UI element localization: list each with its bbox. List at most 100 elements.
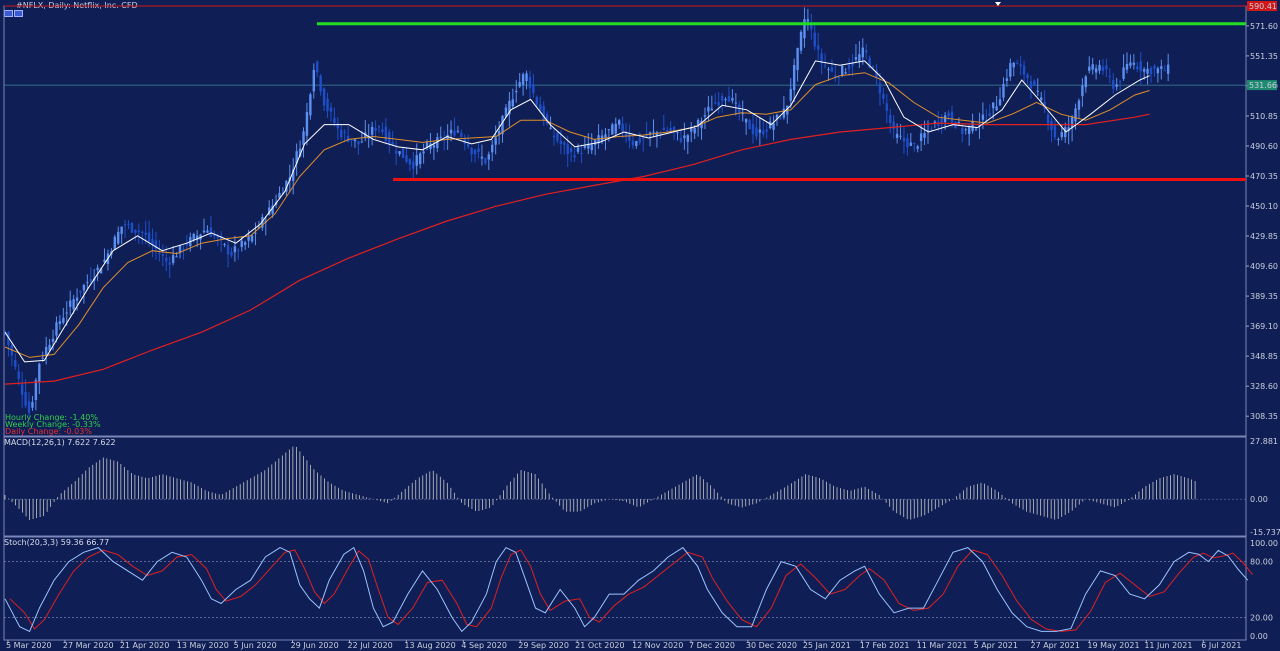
candle-body xyxy=(947,112,950,117)
candle-body xyxy=(329,107,333,112)
candle-body xyxy=(967,125,971,135)
candle-body xyxy=(844,72,847,74)
candle-body xyxy=(940,118,943,124)
candle-body xyxy=(748,120,751,130)
candle-body xyxy=(182,248,185,250)
candle-body xyxy=(360,141,364,143)
candle-body xyxy=(861,47,864,58)
date-tick-label-9: 29 Sep 2020 xyxy=(518,641,569,650)
candle-body xyxy=(1081,85,1084,97)
candle-body xyxy=(563,142,566,145)
candle-body xyxy=(1067,127,1070,132)
candle-body xyxy=(1129,62,1132,66)
stoch-main-line xyxy=(4,546,1249,633)
price-pane-border xyxy=(3,5,1247,437)
candle-body xyxy=(806,19,810,22)
candle-body xyxy=(250,235,254,242)
candle-body xyxy=(1142,69,1146,72)
date-tick-label-16: 11 Mar 2021 xyxy=(917,641,968,650)
candle-body xyxy=(501,116,504,135)
candle-body xyxy=(202,230,206,233)
candle-body xyxy=(1019,64,1022,67)
candle-body xyxy=(195,235,199,241)
stoch-title: Stoch(20,3,3) 59.36 66.77 xyxy=(4,538,110,547)
candle-body xyxy=(593,140,597,145)
candle-body xyxy=(865,49,868,53)
candle-body xyxy=(130,223,134,233)
candle-body xyxy=(552,135,556,138)
candle-body xyxy=(391,142,394,145)
candle-body xyxy=(1053,125,1057,138)
candle-body xyxy=(961,127,964,135)
date-tick-label-7: 13 Aug 2020 xyxy=(404,641,455,650)
price-tick-label-7: 429.85 xyxy=(1250,232,1278,241)
candle-body xyxy=(518,82,521,87)
candle-body xyxy=(86,282,89,284)
candle-body xyxy=(847,65,851,70)
candle-body xyxy=(460,132,463,137)
candle-body xyxy=(285,181,288,192)
date-tick-label-4: 5 Jun 2020 xyxy=(234,641,277,650)
price-tick-label-0: 571.60 xyxy=(1250,22,1278,31)
candle-body xyxy=(292,169,295,182)
date-tick-label-19: 19 May 2021 xyxy=(1087,641,1139,650)
candle-body xyxy=(539,104,542,112)
candle-body xyxy=(7,332,10,345)
candle-body xyxy=(171,254,175,264)
candle-body xyxy=(370,126,374,135)
candle-body xyxy=(216,236,219,238)
candle-body xyxy=(545,114,549,124)
candle-body xyxy=(707,106,710,112)
candle-body xyxy=(816,45,820,50)
candle-body xyxy=(666,130,669,132)
candle-body xyxy=(724,99,727,101)
candle-body xyxy=(624,133,628,137)
candle-body xyxy=(1146,68,1149,74)
candle-body xyxy=(950,111,954,123)
candle-body xyxy=(974,128,978,130)
candle-body xyxy=(768,121,772,129)
candle-body xyxy=(892,121,895,129)
candle-body xyxy=(41,357,44,359)
candle-body xyxy=(1033,80,1036,86)
candle-body xyxy=(525,73,528,82)
daily-change: Daily Change: -0.03% xyxy=(5,427,92,436)
price-tick-label-11: 348.85 xyxy=(1250,352,1278,361)
candle-body xyxy=(583,145,587,148)
candle-body xyxy=(823,65,827,67)
candle-body xyxy=(511,99,515,107)
macd-pane-border xyxy=(3,436,1247,537)
candle-body xyxy=(254,232,257,234)
candle-body xyxy=(357,141,360,145)
candle-body xyxy=(868,58,871,68)
date-tick-label-0: 5 Mar 2020 xyxy=(6,641,52,650)
candle-body xyxy=(377,126,381,128)
candle-body xyxy=(875,70,878,78)
candle-body xyxy=(611,124,614,135)
candle-body xyxy=(268,207,271,215)
candle-body xyxy=(1064,127,1067,138)
candle-body xyxy=(412,161,415,169)
candle-body xyxy=(703,115,707,117)
candle-body xyxy=(676,132,679,134)
candle-body xyxy=(576,147,580,152)
candle-body xyxy=(858,54,861,62)
candle-body xyxy=(641,138,645,140)
candle-body xyxy=(175,256,178,258)
date-tick-label-10: 21 Oct 2020 xyxy=(575,641,624,650)
candle-body xyxy=(1149,67,1153,75)
candle-body xyxy=(789,88,792,101)
candle-body xyxy=(137,230,141,232)
candle-body xyxy=(161,254,165,256)
candle-body xyxy=(1050,121,1053,131)
candle-body xyxy=(271,205,274,214)
date-tick-label-11: 12 Nov 2020 xyxy=(632,641,683,650)
candle-body xyxy=(803,19,806,39)
candle-body xyxy=(521,74,525,85)
candle-body xyxy=(882,93,885,99)
candle-body xyxy=(398,151,401,155)
candle-body xyxy=(981,114,985,120)
candle-body xyxy=(425,142,429,148)
candle-body xyxy=(230,251,233,256)
